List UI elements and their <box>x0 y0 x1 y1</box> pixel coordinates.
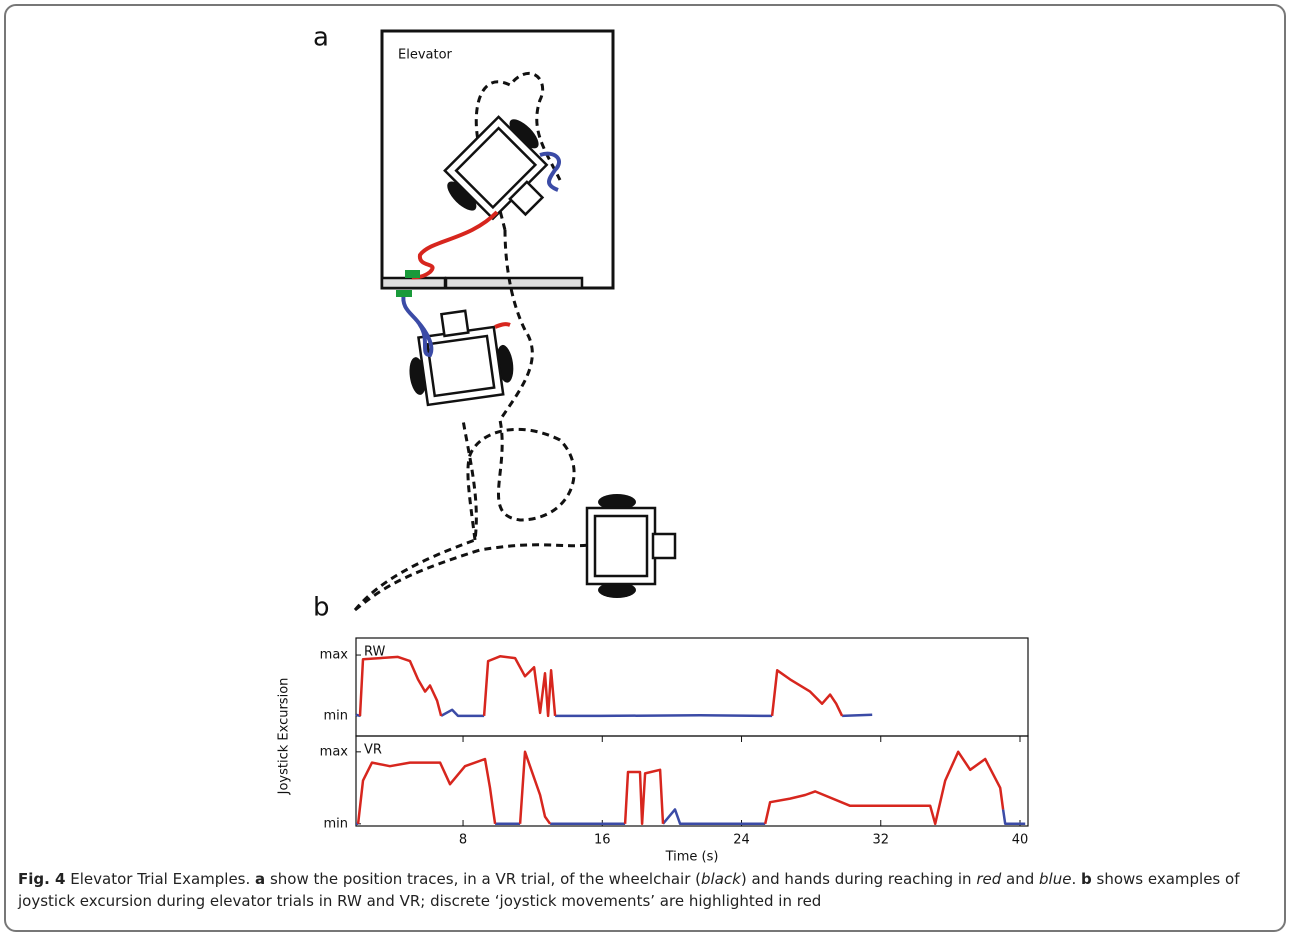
elevator-diagram <box>353 29 677 612</box>
plot-frame <box>355 735 1029 827</box>
caption-run: a <box>255 870 266 888</box>
caption-run: Fig. 4 <box>18 870 66 888</box>
y-tick-label: min <box>323 816 348 831</box>
caption-run: b <box>1081 870 1092 888</box>
caption-run: and <box>1001 870 1040 888</box>
caption-run: ) and hands during reaching in <box>740 870 977 888</box>
x-tick-label: 8 <box>459 833 467 848</box>
trace-line <box>356 750 1005 826</box>
trace-line <box>358 655 844 718</box>
trace-line <box>355 708 873 718</box>
series-panel-label: RW <box>364 645 386 660</box>
y-tick-label: max <box>320 744 349 759</box>
y-tick-label: min <box>323 708 348 723</box>
caption: Fig. 4 Elevator Trial Examples. a show t… <box>18 868 1268 912</box>
figure-frame <box>4 4 1286 932</box>
y-axis-label: Joystick Excursion <box>277 678 292 796</box>
caption-run: show the position traces, in a VR trial,… <box>265 870 701 888</box>
x-tick-label: 24 <box>733 833 750 848</box>
y-tick-label: max <box>320 648 349 663</box>
caption-run: blue <box>1039 870 1072 888</box>
caption-run: Elevator Trial Examples. <box>65 870 256 888</box>
panel-label: b <box>313 593 330 623</box>
caption-run: . <box>1071 870 1081 888</box>
series-panel-label: VR <box>364 743 382 758</box>
plot-frame <box>355 637 1029 737</box>
x-tick-label: 16 <box>594 833 611 848</box>
x-tick-label: 40 <box>1012 833 1029 848</box>
caption-run: black <box>701 870 741 888</box>
caption-run: red <box>976 870 1002 888</box>
caption-run: shows examples of joystick excursion dur… <box>18 870 1240 910</box>
room-label: Elevator <box>398 48 453 63</box>
x-tick-label: 32 <box>872 833 889 848</box>
figure: a b Elevator max min RW Joystick Excursion m… <box>277 23 1029 865</box>
trace-line <box>356 808 1026 826</box>
x-axis-label: Time (s) <box>665 850 719 865</box>
panel-label: a <box>313 23 329 53</box>
